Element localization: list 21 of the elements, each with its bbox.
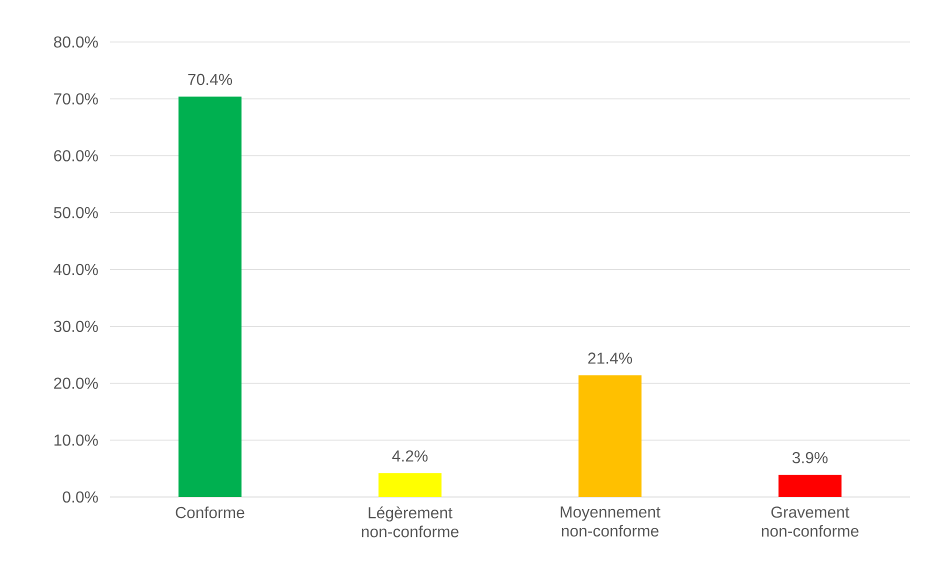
bar	[178, 96, 242, 497]
y-tick-label: 40.0%	[54, 264, 98, 276]
y-tick-label: 80.0%	[54, 36, 98, 48]
y-tick-label: 10.0%	[54, 434, 98, 446]
y-tick-label: 30.0%	[54, 320, 98, 332]
bar	[378, 473, 442, 497]
data-label: 4.2%	[392, 450, 428, 462]
x-tick-label: Conforme	[176, 506, 244, 518]
x-tick-label: Gravement non-conforme	[762, 506, 858, 537]
bar	[578, 375, 642, 497]
y-tick-label: 70.0%	[54, 93, 98, 105]
data-label: 3.9%	[792, 452, 828, 464]
data-label: 21.4%	[588, 352, 632, 364]
y-tick-label: 50.0%	[54, 206, 98, 218]
bar	[778, 474, 842, 497]
y-tick-label: 20.0%	[54, 378, 98, 389]
data-label: 70.4%	[188, 74, 232, 86]
x-tick-label: Légèrement non-conforme	[362, 506, 458, 538]
y-tick-label: 0.0%	[62, 491, 98, 503]
x-tick-label: Moyennement non-conforme	[560, 506, 660, 537]
y-tick-label: 60.0%	[54, 150, 98, 162]
